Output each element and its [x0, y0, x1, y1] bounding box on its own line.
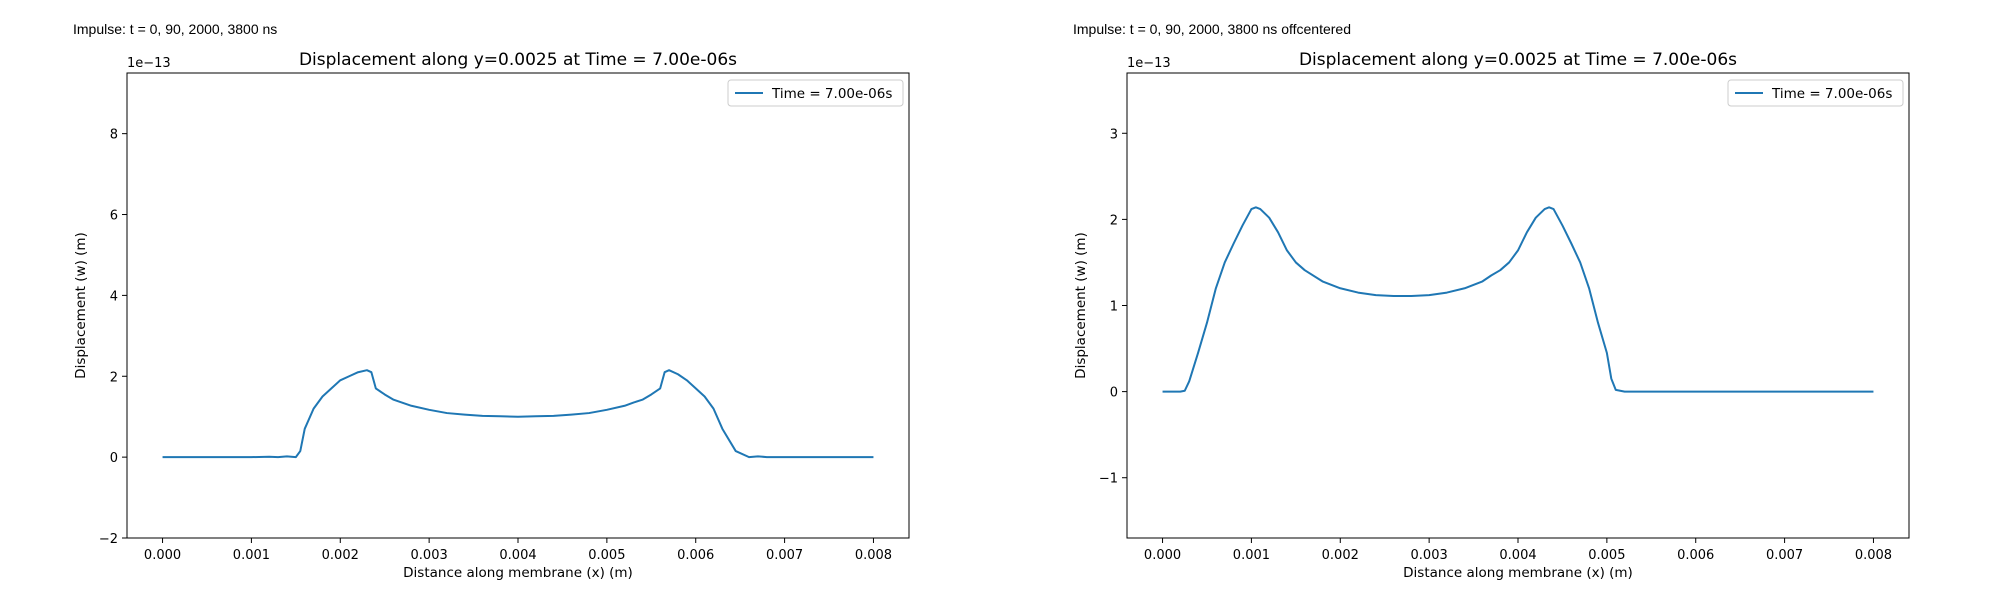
x-tick-label: 0.005: [1588, 548, 1625, 563]
x-tick-label: 0.007: [766, 548, 803, 563]
chart-svg: 0.000 0.001 0.002 0.003 0.004 0.005 0.006 0.007…: [1073, 50, 1910, 581]
y-tick-label: 1: [1110, 300, 1118, 315]
y-tick-label: 2: [1110, 213, 1118, 228]
chart-caption: Impulse: t = 0, 90, 2000, 3800 ns offcen…: [1073, 21, 1351, 37]
y-tick-label: 8: [110, 128, 118, 143]
legend-entry: Time = 7.00e-06s: [771, 86, 892, 102]
y-tick-label: −2: [99, 532, 118, 547]
y-tick-label: −1: [1099, 472, 1118, 487]
x-tick-label: 0.004: [499, 548, 536, 563]
x-tick-label: 0.006: [1677, 548, 1714, 563]
x-tick-label: 0.008: [1855, 548, 1892, 563]
legend: Time = 7.00e-06s: [727, 79, 904, 107]
chart-title: Displacement along y=0.0025 at Time = 7.…: [299, 50, 737, 70]
chart-caption: Impulse: t = 0, 90, 2000, 3800 ns: [73, 21, 278, 37]
x-tick-label: 0.000: [1144, 548, 1181, 563]
legend: Time = 7.00e-06s: [1727, 79, 1904, 107]
legend-entry: Time = 7.00e-06s: [1771, 86, 1892, 102]
x-tick-label: 0.003: [1411, 548, 1448, 563]
x-axis-label: Distance along membrane (x) (m): [1403, 565, 1633, 581]
x-tick-label: 0.005: [588, 548, 625, 563]
axis-offset-text: 1e−13: [127, 56, 171, 71]
x-tick-label: 0.001: [233, 548, 270, 563]
x-tick-label: 0.003: [411, 548, 448, 563]
axis-offset-text: 1e−13: [1127, 56, 1171, 71]
y-tick-label: 0: [110, 451, 118, 466]
x-tick-label: 0.008: [855, 548, 892, 563]
chart-title: Displacement along y=0.0025 at Time = 7.…: [1299, 50, 1737, 70]
series-line: [162, 369, 874, 459]
chart-svg: 0.000 0.001 0.002 0.003 0.004 0.005 0.006 0.007…: [73, 50, 910, 581]
y-tick-label: 4: [110, 289, 118, 304]
x-axis-label: Distance along membrane (x) (m): [403, 565, 633, 581]
y-tick-label: 0: [1110, 386, 1118, 401]
x-tick-label: 0.004: [1499, 548, 1536, 563]
chart-panel-left: Impulse: t = 0, 90, 2000, 3800 ns 0.000 0…: [73, 21, 910, 581]
plot-frame: [1126, 72, 1910, 539]
x-tick-label: 0.002: [1322, 548, 1359, 563]
x-tick-label: 0.002: [322, 548, 359, 563]
y-tick-label: 2: [110, 370, 118, 385]
y-axis-label: Displacement (w) (m): [1073, 232, 1089, 379]
y-tick-label: 6: [110, 209, 118, 224]
x-tick-label: 0.001: [1233, 548, 1270, 563]
y-tick-label: 3: [1110, 127, 1118, 142]
y-axis-label: Displacement (w) (m): [73, 232, 89, 379]
chart-panel-right: Impulse: t = 0, 90, 2000, 3800 ns offcen…: [1000, 0, 2000, 600]
plot-frame: [126, 72, 910, 539]
series-line: [1162, 206, 1874, 393]
legend-box: [727, 79, 904, 107]
x-tick-label: 0.007: [1766, 548, 1803, 563]
x-tick-label: 0.006: [677, 548, 714, 563]
legend-box: [1727, 79, 1904, 107]
x-tick-label: 0.000: [144, 548, 181, 563]
